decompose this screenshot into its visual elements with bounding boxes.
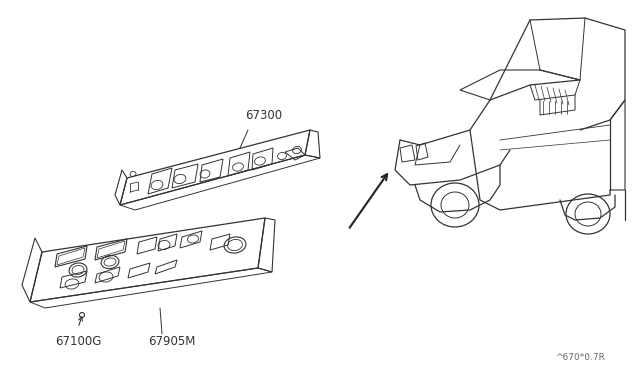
Text: ^670*0.7R: ^670*0.7R	[555, 353, 605, 362]
Text: 67300: 67300	[245, 109, 282, 122]
Text: 67100G: 67100G	[55, 335, 101, 348]
Text: 67905M: 67905M	[148, 335, 195, 348]
